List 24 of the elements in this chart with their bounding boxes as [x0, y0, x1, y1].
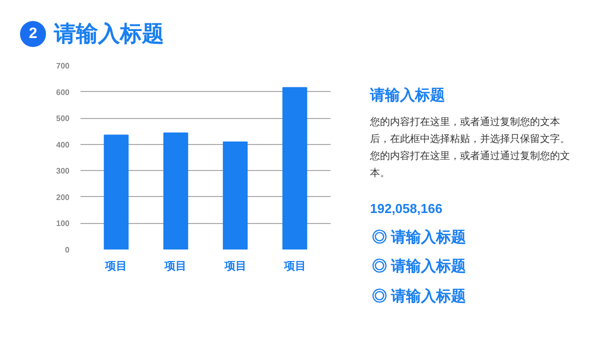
bar: [282, 87, 308, 250]
bar: [104, 134, 129, 250]
bar: [222, 141, 248, 250]
text: 192,058,166: [370, 200, 444, 218]
chart-title: 请输入标题: [54, 20, 164, 48]
text: ◎ 请输入标题: [372, 257, 468, 278]
y-tick-label: 400: [56, 140, 70, 150]
text: ◎ 请输入标题: [372, 286, 468, 307]
y-tick-label: 300: [56, 166, 70, 176]
x-tick-label: 项目: [282, 260, 306, 272]
text: 您的内容打在这里，或者通过复制您的文本后，在此框中选择粘贴，并选择只保留文字。您的内容打在这里，或者通过通过复制您的文本。: [370, 116, 570, 182]
text: 2: [20, 20, 46, 47]
y-tick-label: 200: [56, 192, 70, 202]
y-tick-label: 700: [56, 62, 70, 70]
x-tick-label: 项目: [164, 260, 187, 272]
y-tick-label: 600: [56, 88, 70, 97]
bar: [163, 132, 188, 250]
y-tick-label: 100: [56, 219, 70, 228]
x-tick-label: 项目: [104, 260, 128, 272]
x-tick-label: 项目: [223, 260, 246, 272]
text: 请输入标题: [370, 86, 446, 106]
y-tick-label: 500: [56, 114, 70, 124]
text: ◎ 请输入标题: [372, 228, 468, 248]
y-tick-label: 0: [65, 246, 70, 254]
